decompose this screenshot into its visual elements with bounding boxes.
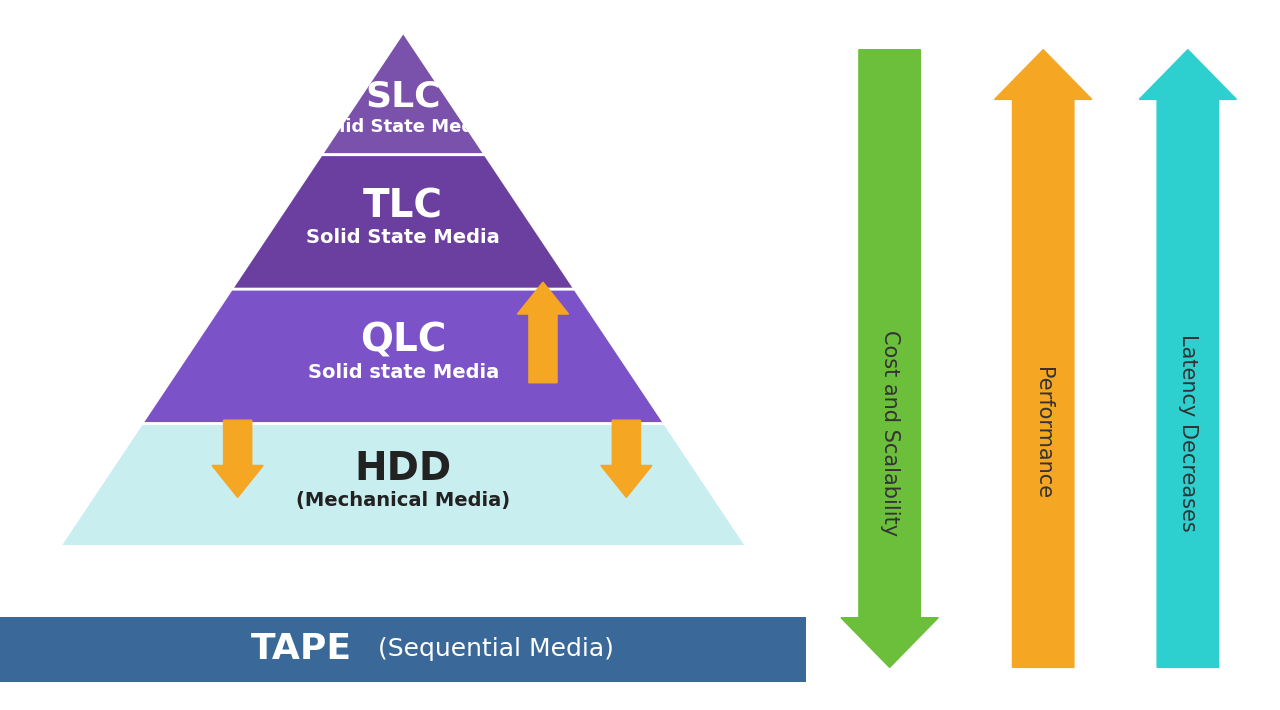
Polygon shape bbox=[142, 289, 664, 424]
Text: Cost and Scalability: Cost and Scalability bbox=[879, 329, 900, 536]
Text: Solid State Media: Solid State Media bbox=[314, 119, 493, 136]
Text: TLC: TLC bbox=[364, 187, 443, 225]
Text: Performance: Performance bbox=[1033, 366, 1053, 498]
FancyArrow shape bbox=[1139, 50, 1236, 667]
FancyArrow shape bbox=[212, 420, 264, 498]
Polygon shape bbox=[321, 32, 485, 155]
Text: TAPE: TAPE bbox=[251, 632, 352, 666]
Text: SLC: SLC bbox=[366, 79, 440, 113]
Text: Latency Decreases: Latency Decreases bbox=[1178, 334, 1198, 532]
FancyArrow shape bbox=[995, 50, 1092, 667]
FancyArrow shape bbox=[517, 282, 568, 383]
Text: HDD: HDD bbox=[355, 450, 452, 488]
Polygon shape bbox=[60, 424, 746, 547]
Polygon shape bbox=[0, 616, 806, 682]
Text: Solid State Media: Solid State Media bbox=[306, 228, 500, 247]
FancyArrow shape bbox=[600, 420, 652, 498]
Text: (Mechanical Media): (Mechanical Media) bbox=[296, 491, 511, 510]
Text: Solid state Media: Solid state Media bbox=[307, 363, 499, 381]
Text: (Sequential Media): (Sequential Media) bbox=[378, 637, 613, 661]
Polygon shape bbox=[232, 155, 575, 289]
FancyArrow shape bbox=[841, 50, 938, 667]
Text: QLC: QLC bbox=[360, 322, 447, 360]
